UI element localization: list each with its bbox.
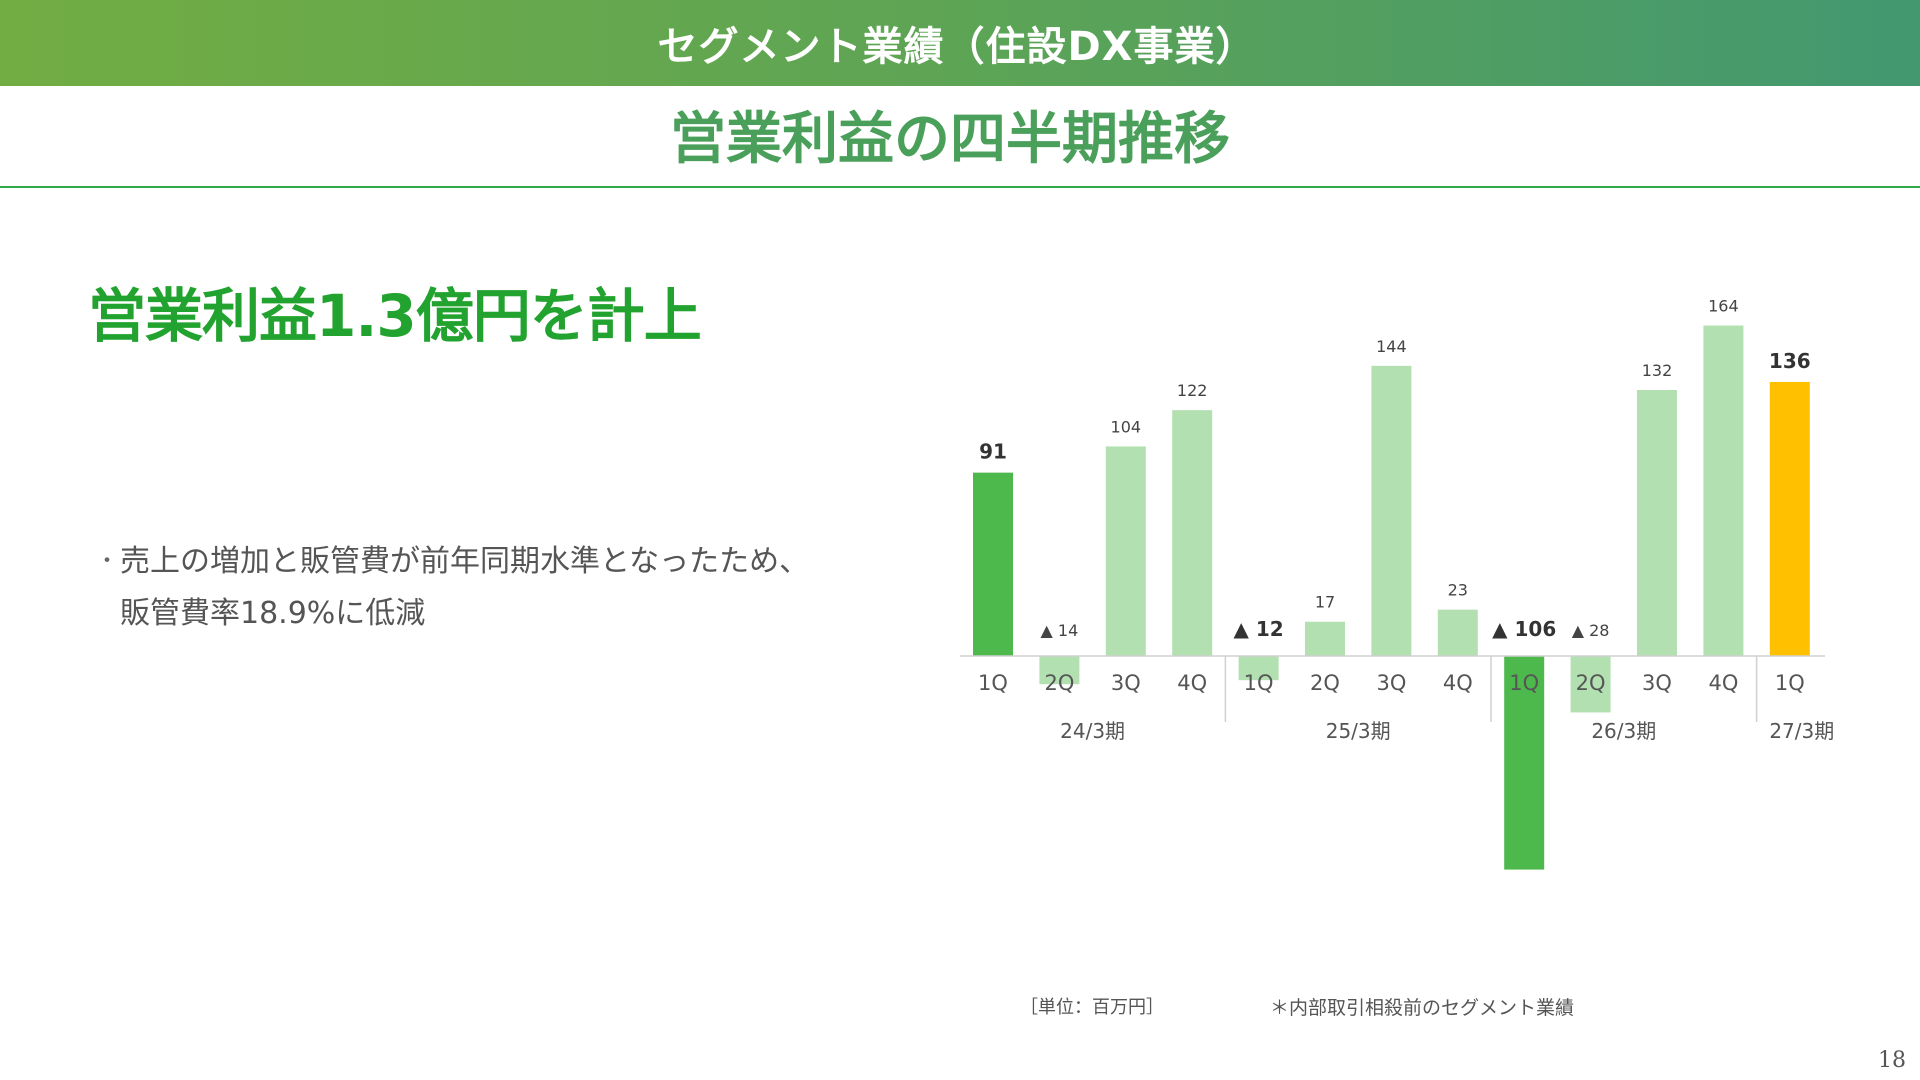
x-tick-label-11: 3Q — [1642, 671, 1672, 695]
data-label-4: 122 — [1177, 381, 1208, 400]
unit-note: ［単位：百万円］ — [1020, 997, 1164, 1018]
period-label-3: 26/3期 — [1591, 719, 1656, 743]
x-tick-label-9: 1Q — [1509, 671, 1539, 695]
middle-dot-icon: ・ — [96, 549, 119, 574]
page-number: 18 — [1878, 1048, 1906, 1073]
data-label-3: 104 — [1111, 417, 1142, 436]
x-tick-label-5: 1Q — [1244, 671, 1274, 695]
data-label-6: 17 — [1315, 593, 1335, 612]
bar-13 — [1769, 381, 1810, 656]
bar-2 — [1039, 656, 1080, 685]
bar-6 — [1305, 621, 1345, 656]
x-tick-label-4: 4Q — [1177, 671, 1207, 695]
x-tick-label-12: 4Q — [1708, 671, 1738, 695]
headline: 営業利益1.3億円を計上 — [88, 282, 702, 350]
period-label-4: 27/3期 — [1769, 719, 1834, 743]
bar-3 — [1105, 446, 1146, 656]
bullet-text-line2: 販管費率18.9%に低減 — [120, 596, 426, 631]
data-label-8: 23 — [1448, 581, 1468, 600]
bullet-item: ・売上の増加と販管費が前年同期水準となったため、 — [96, 536, 896, 588]
bar-5 — [1238, 656, 1279, 681]
x-tick-label-1: 1Q — [978, 671, 1008, 695]
section-header-bar: セグメント業績（住設DX事業） — [0, 0, 1920, 86]
page-title: 営業利益の四半期推移 — [670, 107, 1230, 172]
data-label-9: ▲ 106 — [1492, 617, 1556, 641]
bar-11 — [1637, 390, 1677, 656]
period-label-2: 25/3期 — [1326, 719, 1391, 743]
bullet-item-continuation: 販管費率18.9%に低減 — [96, 588, 896, 640]
data-label-5: ▲ 12 — [1234, 617, 1284, 641]
data-label-2: ▲ 14 — [1041, 621, 1079, 640]
bar-4 — [1172, 410, 1213, 656]
bar-12 — [1703, 325, 1744, 656]
x-tick-label-2: 2Q — [1044, 671, 1074, 695]
x-tick-label-13: 1Q — [1775, 671, 1805, 695]
title-divider — [0, 186, 1920, 188]
data-label-10: ▲ 28 — [1572, 621, 1610, 640]
bullet-text-line1: 売上の増加と販管費が前年同期水準となったため、 — [120, 544, 810, 579]
data-label-12: 164 — [1708, 297, 1739, 316]
x-tick-label-10: 2Q — [1576, 671, 1606, 695]
bullet-list: ・売上の増加と販管費が前年同期水準となったため、 販管費率18.9%に低減 — [96, 536, 896, 640]
operating-profit-bar-chart: 91 ▲ 14 104 122 ▲ 12 17 144 23 ▲ 106 ▲ 28 132 164 13… — [960, 297, 1834, 870]
x-tick-label-3: 3Q — [1111, 671, 1141, 695]
data-label-7: 144 — [1376, 337, 1407, 356]
x-tick-label-7: 3Q — [1376, 671, 1406, 695]
data-label-11: 132 — [1642, 361, 1673, 380]
footnote: ＊内部取引相殺前のセグメント業績 — [1270, 997, 1575, 1019]
section-title: セグメント業績（住設DX事業） — [657, 24, 1257, 70]
x-tick-label-8: 4Q — [1443, 671, 1473, 695]
bar-10 — [1570, 656, 1611, 713]
data-label-1: 91 — [979, 440, 1007, 464]
bar-8 — [1437, 609, 1478, 656]
bar-7 — [1371, 365, 1412, 656]
bar-1 — [973, 472, 1013, 656]
x-tick-label-6: 2Q — [1310, 671, 1340, 695]
bar-9 — [1504, 656, 1545, 870]
data-label-13: 136 — [1769, 349, 1811, 373]
period-label-1: 24/3期 — [1060, 719, 1125, 743]
